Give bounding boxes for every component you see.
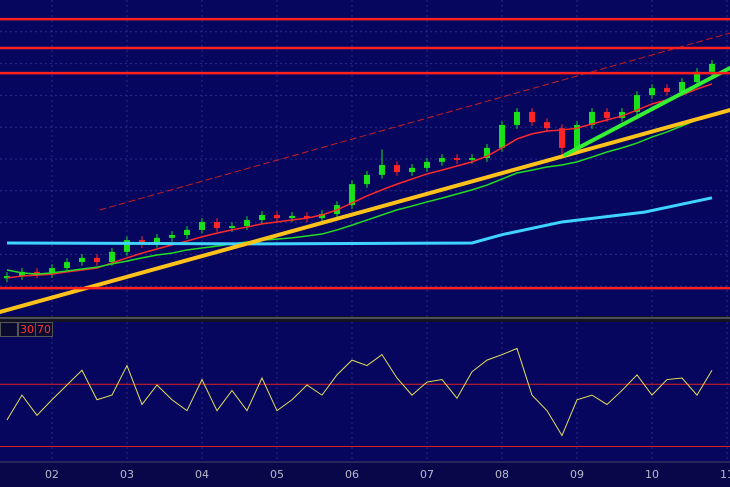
x-tick-label: 09 <box>570 468 584 481</box>
candle-body <box>438 158 445 162</box>
x-tick-label: 05 <box>270 468 284 481</box>
level-label: 30 <box>20 323 34 336</box>
candle-body <box>483 147 490 159</box>
x-tick-label: 11 <box>720 468 730 481</box>
candle-body <box>168 235 175 238</box>
candle-body <box>693 71 700 83</box>
candle-body <box>153 237 160 244</box>
candle-body <box>18 271 25 277</box>
candle-body <box>678 82 685 92</box>
x-tick-label: 04 <box>195 468 209 481</box>
candle-body <box>108 251 115 263</box>
x-tick-label: 02 <box>45 468 59 481</box>
x-tick-label: 08 <box>495 468 509 481</box>
candle-body <box>3 276 10 279</box>
x-tick-label: 03 <box>120 468 134 481</box>
candle-body <box>663 88 670 92</box>
candle-body <box>63 262 70 269</box>
oscillator-line <box>6 347 713 437</box>
candle-body <box>393 165 400 173</box>
label-box <box>0 322 18 337</box>
x-axis-strip <box>0 462 730 487</box>
x-tick-label: 10 <box>645 468 659 481</box>
candle-body <box>378 165 385 175</box>
candle-body <box>48 268 55 275</box>
candle-body <box>258 214 265 221</box>
x-tick-label: 06 <box>345 468 359 481</box>
candle-body <box>423 161 430 168</box>
candle-body <box>348 184 355 206</box>
oscillator-panel <box>0 322 730 462</box>
moving-average <box>6 83 713 279</box>
candle-body <box>93 257 100 263</box>
candle-body <box>558 128 565 148</box>
candle-body <box>318 214 325 219</box>
candle-body <box>33 271 40 275</box>
trend-line <box>562 66 730 157</box>
candle-body <box>708 63 715 72</box>
candle-body <box>78 257 85 263</box>
candle-body <box>213 221 220 229</box>
candle-body <box>588 111 595 125</box>
candle-body <box>228 226 235 229</box>
candle-body <box>498 124 505 148</box>
panel-separator <box>0 316 730 322</box>
candle-body <box>198 221 205 230</box>
candle-body <box>603 111 610 118</box>
moving-average <box>6 113 713 275</box>
candle-body <box>243 220 250 227</box>
candle-body <box>618 111 625 118</box>
candle-body <box>513 111 520 125</box>
candle-body <box>363 174 370 185</box>
candle-body <box>408 167 415 173</box>
candle-body <box>303 215 310 219</box>
candle-body <box>273 214 280 219</box>
candle-body <box>288 215 295 219</box>
trend-line <box>99 32 730 211</box>
candle-body <box>453 158 460 160</box>
level-label: 70 <box>37 323 51 336</box>
x-tick-label: 07 <box>420 468 434 481</box>
trend-line <box>0 108 730 314</box>
candle-body <box>183 229 190 236</box>
candle-body <box>648 88 655 96</box>
label-box <box>35 322 53 337</box>
candle-body <box>468 158 475 160</box>
candle-body <box>633 95 640 112</box>
candle-body <box>573 124 580 148</box>
candle-body <box>123 240 130 252</box>
candle-body <box>528 111 535 123</box>
candle-body <box>543 122 550 129</box>
